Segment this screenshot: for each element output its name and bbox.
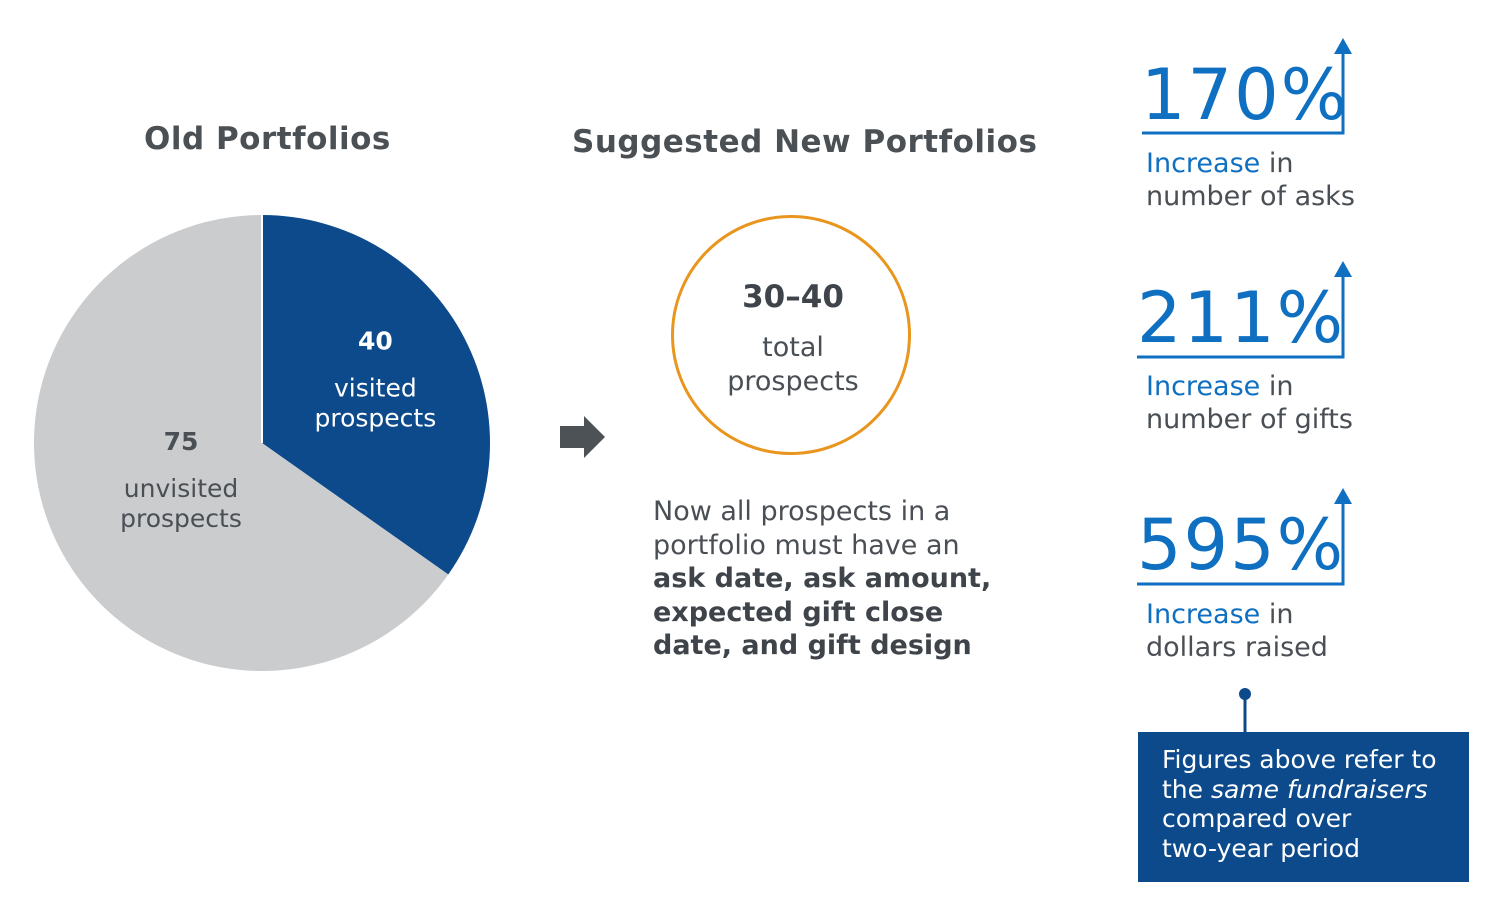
pie-slice-value-label: 75 — [164, 427, 199, 456]
total-prospects-label-line2: prospects — [727, 366, 859, 397]
asks-increase-value: 170% — [1141, 54, 1350, 136]
desc-bold-1: ask date, ask amount, — [653, 563, 992, 594]
gifts-label-accent: Increase — [1146, 371, 1261, 402]
dollars-label-accent: Increase — [1146, 599, 1261, 630]
pie-slice-text-label: prospects — [120, 504, 242, 533]
asks-increase-label: Increase in number of asks — [1146, 147, 1355, 213]
pie-slice-text-label: unvisited — [124, 474, 238, 503]
note-line-4: two-year period — [1162, 833, 1360, 863]
desc-bold-2: expected gift close — [653, 596, 944, 628]
gifts-label-rest: in — [1260, 371, 1294, 402]
pie-slice-2 — [33, 215, 449, 671]
pie-chart-title: Old Portfolios — [144, 121, 391, 157]
gifts-label-line2: number of gifts — [1146, 404, 1353, 435]
right-arrow-icon — [560, 416, 605, 458]
desc-line-1: Now all prospects in a — [653, 496, 951, 527]
note-line-1: Figures above refer to — [1162, 745, 1437, 774]
note-line-2: the same fundraisers — [1162, 775, 1459, 805]
gifts-label-line1: Increase in — [1146, 370, 1353, 403]
pie-slice-value-label: 40 — [358, 326, 393, 355]
asks-label-line2: number of asks — [1146, 181, 1355, 212]
note-line-2-italic: same fundraisers — [1210, 774, 1428, 804]
dollars-increase-label: Increase in dollars raised — [1146, 598, 1328, 664]
asks-label-rest: in — [1260, 148, 1294, 179]
pie-slice-text-label: visited — [334, 373, 417, 402]
pie-slice-1 — [262, 215, 490, 575]
dollars-increase-value: 595% — [1137, 504, 1346, 586]
desc-bold-3: date, and gift design — [653, 630, 972, 661]
dollars-label-line1: Increase in — [1146, 598, 1328, 631]
dollars-label-rest: in — [1260, 599, 1294, 630]
portfolio-requirements-text: Now all prospects in a portfolio must ha… — [653, 495, 1033, 663]
note-line-3: compared over — [1162, 804, 1352, 833]
desc-line-2: portfolio must have an — [653, 529, 960, 561]
desc-line-5: date, and gift design — [653, 629, 1033, 663]
desc-line-4: expected gift close — [653, 596, 1033, 630]
dollars-label-line2: dollars raised — [1146, 632, 1328, 663]
note-box: Figures above refer to the same fundrais… — [1138, 732, 1469, 882]
asks-label-line1: Increase in — [1146, 147, 1355, 180]
total-prospects-label: total prospects — [673, 331, 913, 399]
asks-label-accent: Increase — [1146, 148, 1261, 179]
total-prospects-label-line1: total — [762, 332, 824, 363]
gifts-increase-value: 211% — [1137, 277, 1346, 359]
pie-slice-text-label: prospects — [314, 403, 436, 432]
desc-line-3: ask date, ask amount, — [653, 562, 1033, 596]
note-line-2-plain: the — [1162, 774, 1211, 804]
total-prospects-circle — [671, 215, 911, 455]
gifts-increase-label: Increase in number of gifts — [1146, 370, 1353, 436]
total-prospects-value: 30–40 — [742, 279, 844, 315]
suggested-portfolios-title: Suggested New Portfolios — [572, 124, 1038, 160]
